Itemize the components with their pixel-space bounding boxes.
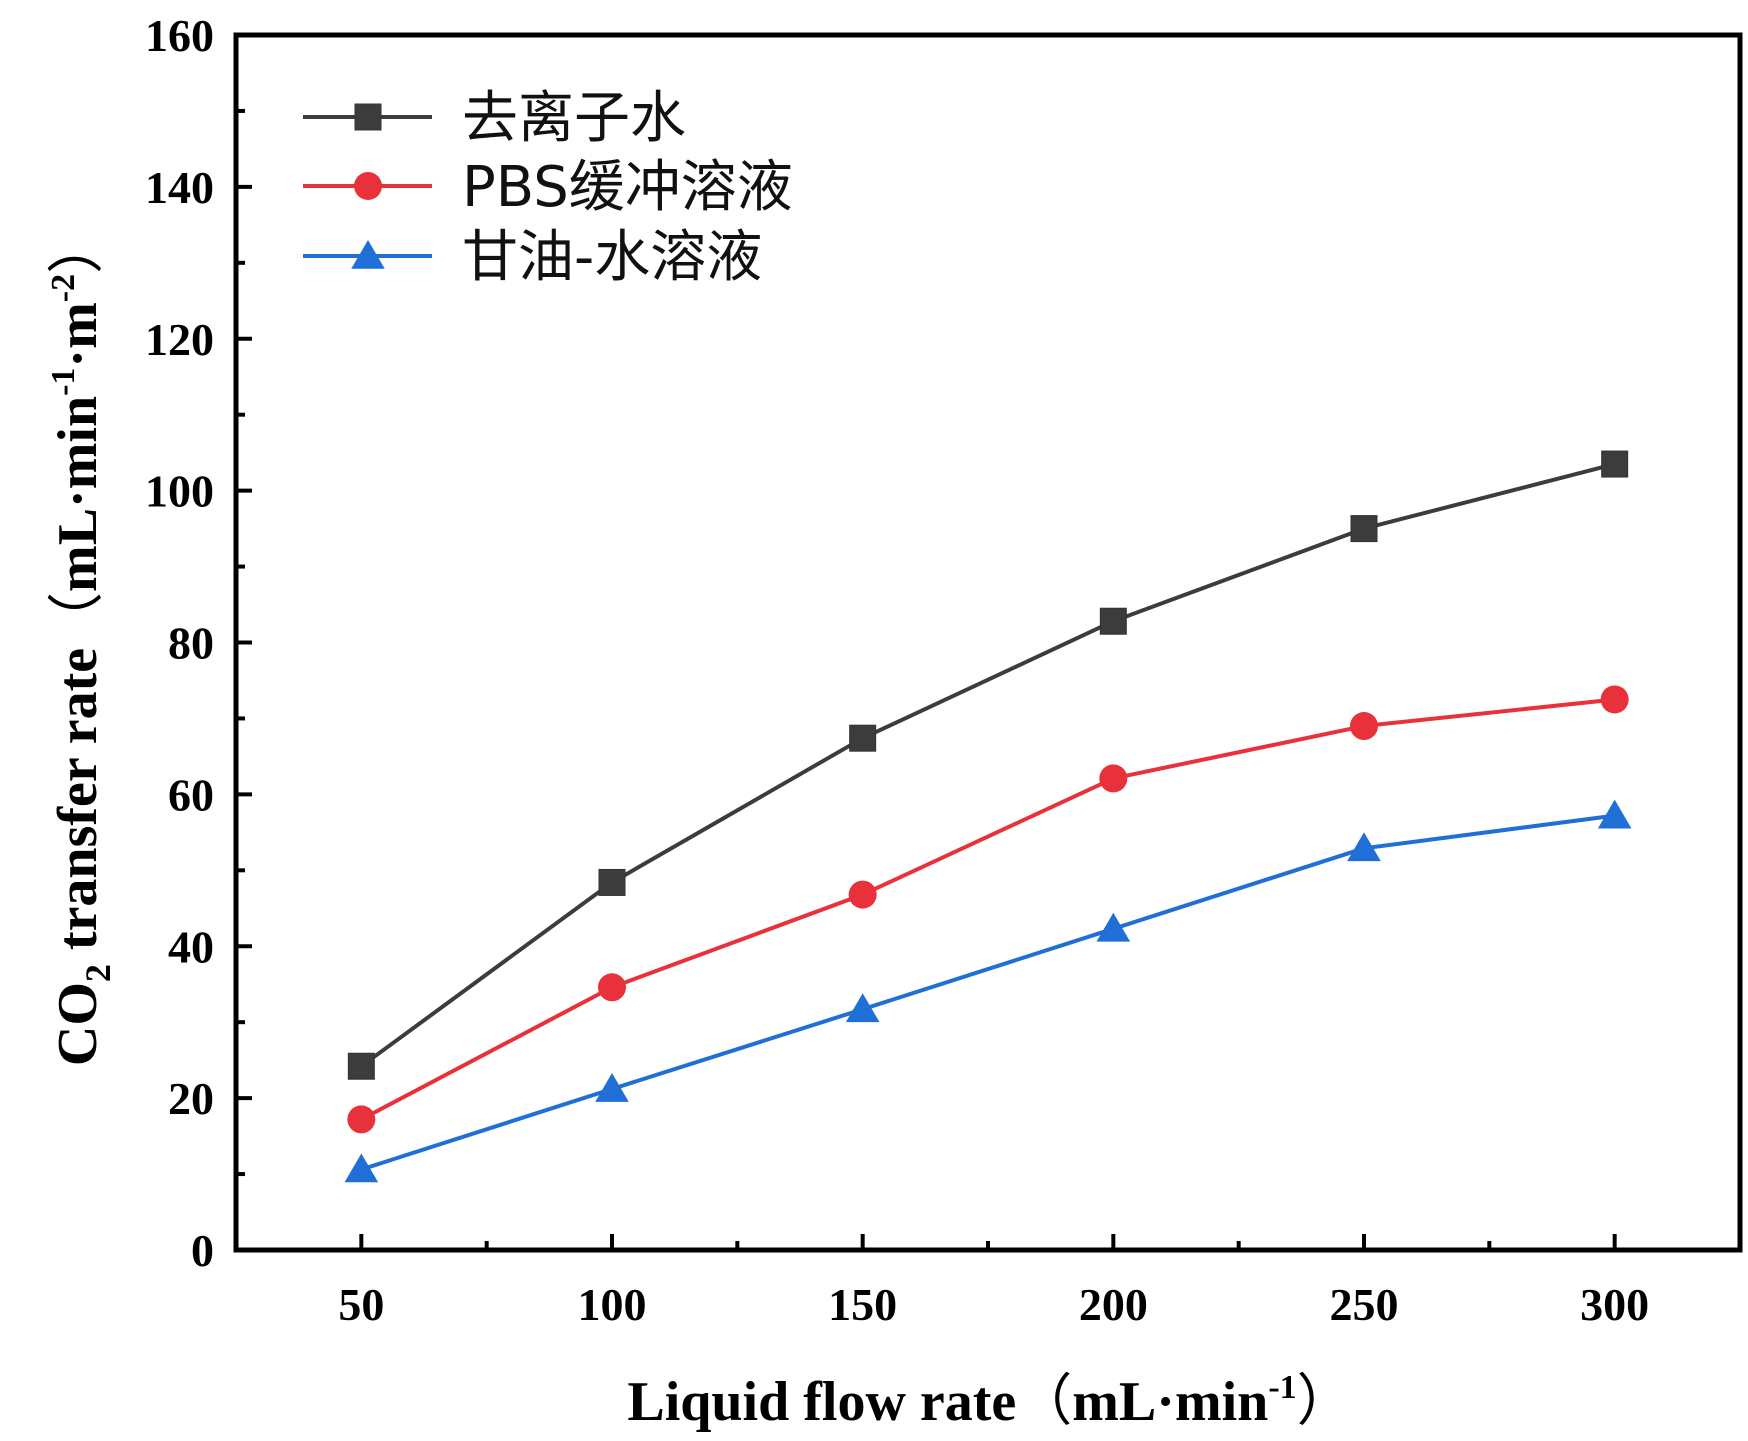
data-point — [1597, 799, 1632, 829]
y-tick-label: 160 — [145, 10, 214, 61]
data-point — [1347, 832, 1381, 862]
data-point — [344, 1153, 379, 1183]
legend-marker — [354, 172, 382, 200]
y-axis-title: CO2 transfer rate（mL·min-1·m-2） — [45, 218, 118, 1066]
series-line — [360, 462, 1616, 1068]
data-point — [1350, 515, 1378, 543]
axis-ticks: 0 20 40 60 80 100 120 140 160 50 100 150 200 250 300 — [145, 10, 1649, 1330]
legend-label: 甘油-水溶液 — [462, 225, 762, 290]
legend-item: 去离子水 — [303, 86, 686, 151]
y-tick-label: 40 — [168, 921, 214, 972]
legend-item: PBS缓冲溶液 — [303, 155, 793, 220]
series-2 — [347, 685, 1629, 1134]
data-point — [347, 1105, 376, 1134]
y-tick-label: 60 — [168, 769, 214, 820]
data-point — [845, 993, 880, 1023]
y-tick-label: 80 — [168, 618, 214, 669]
data-point — [1600, 685, 1629, 714]
x-tick-label: 200 — [1079, 1279, 1148, 1330]
series-3 — [344, 799, 1632, 1183]
data-point — [848, 880, 877, 909]
legend-label: PBS缓冲溶液 — [462, 155, 793, 220]
data-point — [595, 1073, 629, 1102]
y-tick-label: 140 — [145, 162, 214, 213]
series-1 — [347, 450, 1629, 1080]
data-point — [1099, 764, 1128, 793]
y-tick-label: 0 — [191, 1225, 214, 1276]
x-tick-label: 150 — [828, 1279, 897, 1330]
series-line — [360, 697, 1615, 1122]
data-point — [1099, 607, 1127, 635]
x-tick-label: 100 — [578, 1279, 647, 1330]
y-tick-label: 100 — [145, 466, 214, 517]
x-tick-label: 50 — [338, 1279, 384, 1330]
data-point — [1601, 450, 1629, 478]
x-tick-label: 300 — [1580, 1279, 1649, 1330]
x-tick-label: 250 — [1330, 1279, 1399, 1330]
legend-marker — [354, 103, 382, 131]
data-point — [1096, 912, 1131, 942]
data-point — [1350, 712, 1378, 741]
legend-item: 甘油-水溶液 — [303, 225, 762, 290]
series-layer — [344, 450, 1632, 1183]
legend-marker — [351, 240, 385, 269]
data-point — [598, 973, 626, 1002]
y-tick-label: 20 — [168, 1073, 214, 1124]
y-tick-label: 120 — [145, 314, 214, 365]
legend-label: 去离子水 — [462, 86, 686, 151]
data-point — [347, 1052, 375, 1080]
data-point — [598, 868, 626, 896]
x-axis-title: Liquid flow rate（mL·min-1） — [627, 1369, 1352, 1433]
data-point — [849, 724, 877, 752]
series-line — [360, 813, 1615, 1172]
